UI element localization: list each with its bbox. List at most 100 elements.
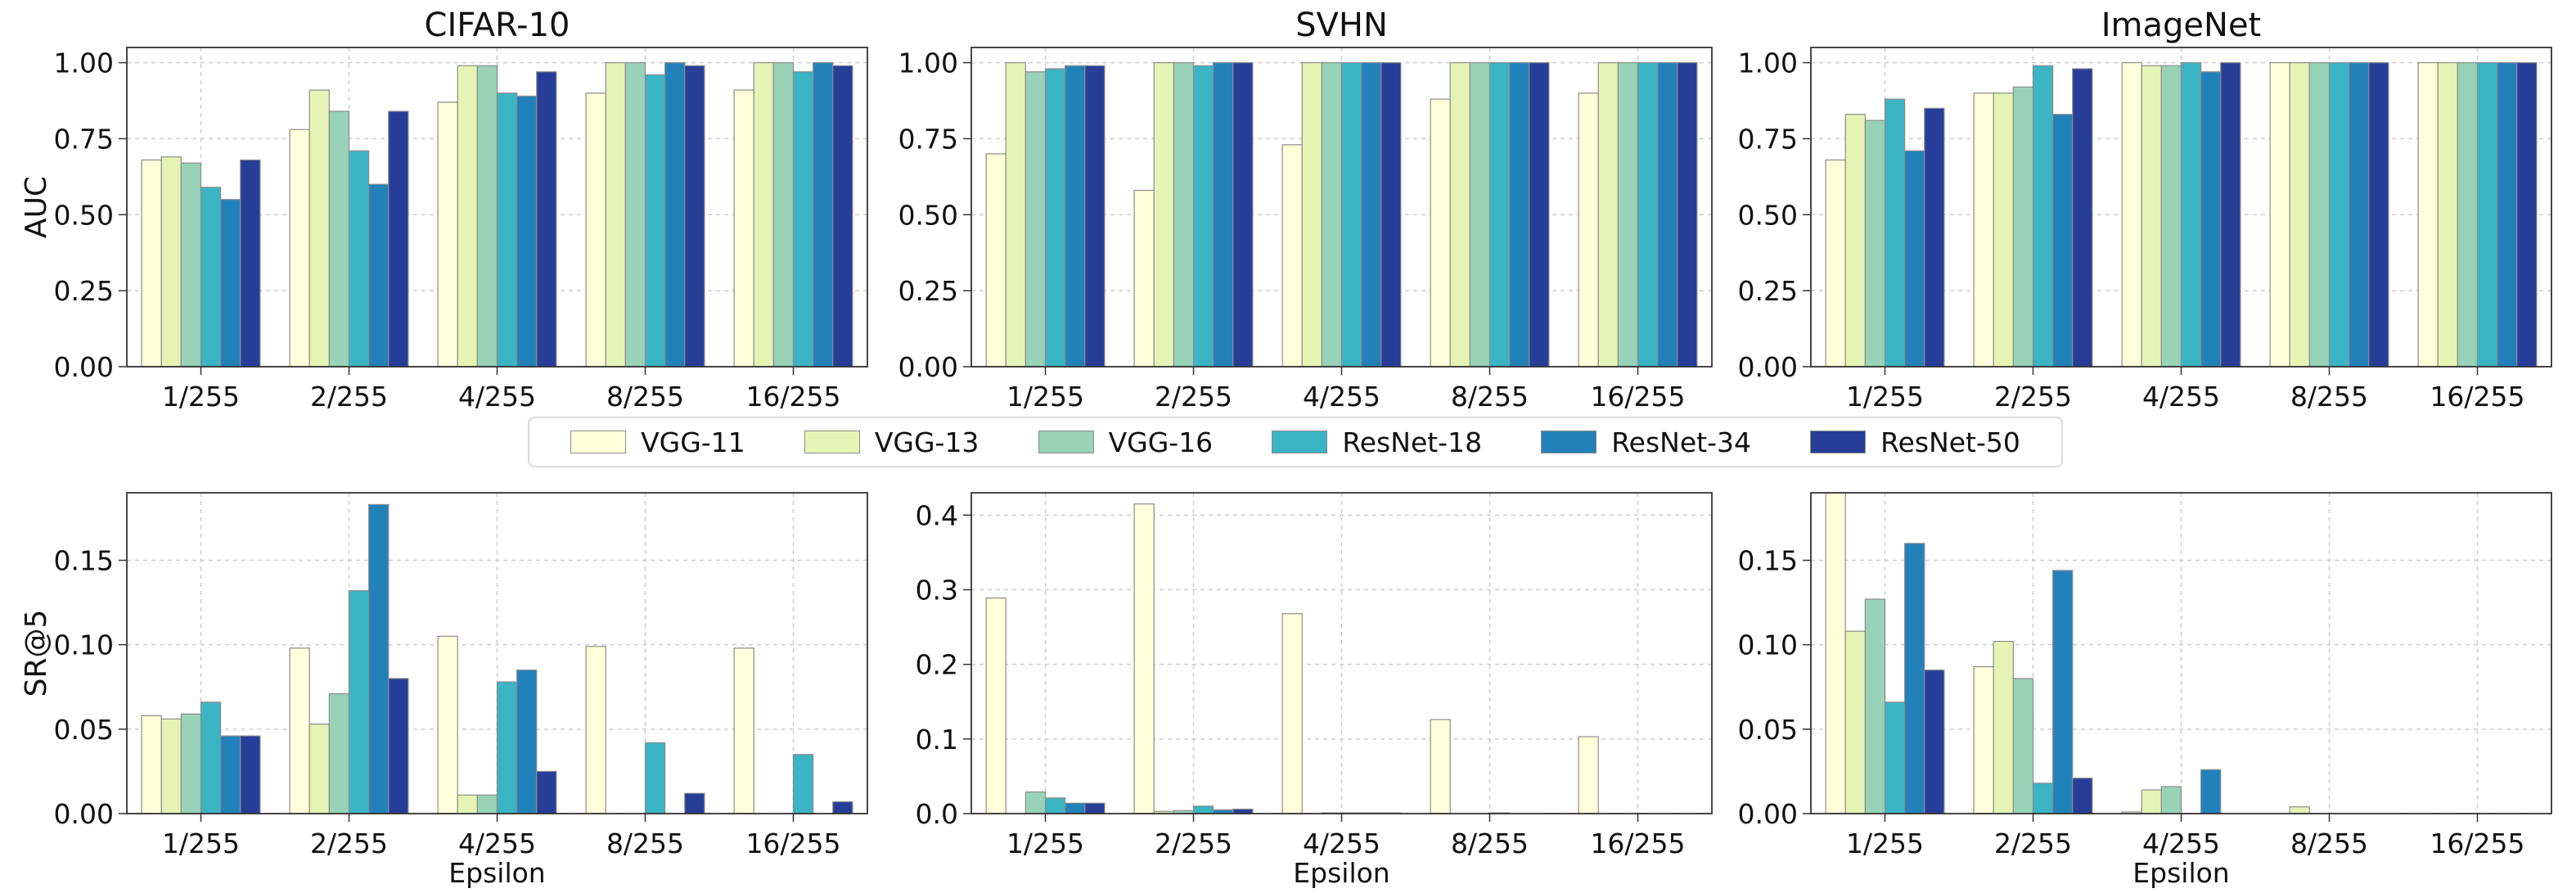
bar-vgg-13-2 <box>2141 65 2162 368</box>
bar-vgg-13-4 <box>1597 61 1619 368</box>
bar-vgg-16-4 <box>1617 61 1639 368</box>
bar-vgg-11-0 <box>1825 159 1846 368</box>
bar-resnet-50-0 <box>240 159 261 368</box>
bar-resnet-34-0 <box>1065 65 1086 368</box>
bar-resnet-50-2 <box>536 71 557 368</box>
y-tick-label: 0.2 <box>916 649 958 681</box>
legend-swatch <box>1038 431 1094 453</box>
bar-vgg-16-1 <box>328 692 350 814</box>
bar-vgg-13-2 <box>1301 61 1322 368</box>
legend-item: ResNet-34 <box>1541 426 1751 458</box>
x-tick-label: 16/255 <box>1590 381 1685 413</box>
bar-resnet-34-4 <box>813 61 834 368</box>
bar-resnet-50-3 <box>684 65 705 368</box>
bar-vgg-13-3 <box>1449 61 1470 368</box>
y-tick-label: 1.00 <box>1738 47 1798 79</box>
y-tick-label: 0.4 <box>916 499 958 531</box>
x-tick-label: 1/255 <box>162 828 240 859</box>
bar-vgg-13-3 <box>2289 61 2310 368</box>
bar-resnet-18-4 <box>1637 61 1659 368</box>
bar-vgg-11-1 <box>289 129 310 368</box>
plot-frame <box>971 492 1713 814</box>
bar-vgg-11-3 <box>1430 719 1451 814</box>
bar-resnet-34-2 <box>2200 769 2222 814</box>
legend-label: VGG-13 <box>874 426 980 458</box>
bar-resnet-50-0 <box>240 735 261 814</box>
bar-resnet-18-3 <box>1488 61 1511 368</box>
bar-resnet-18-4 <box>2476 61 2498 368</box>
y-axis-label: SR@5 <box>20 610 53 697</box>
x-axis-label: Epsilon <box>448 857 545 889</box>
x-tick-label: 16/255 <box>2430 828 2524 859</box>
x-tick-label: 2/255 <box>310 828 388 859</box>
y-tick-label: 0.25 <box>898 275 958 307</box>
panel-auc-cifar10: 0.00 0.25 0.50 0.75 1.00 1/255 2/255 4/255 8/255… <box>20 7 868 413</box>
bar-vgg-16-0 <box>1025 791 1047 814</box>
bar-resnet-34-1 <box>2052 114 2074 368</box>
y-tick-label: 0.15 <box>1738 545 1798 577</box>
x-tick-label: 4/255 <box>1303 828 1380 859</box>
x-tick-label: 8/255 <box>2290 381 2368 413</box>
bar-vgg-11-1 <box>1973 665 1994 814</box>
x-tick-label: 4/255 <box>458 381 536 413</box>
bar-resnet-34-3 <box>1509 61 1530 368</box>
y-tick-label: 0.0 <box>916 798 958 830</box>
bar-resnet-18-1 <box>1192 805 1214 814</box>
bar-vgg-13-1 <box>1153 61 1174 368</box>
bar-vgg-13-3 <box>2289 806 2310 814</box>
y-tick-label: 0.75 <box>1738 123 1798 155</box>
panel-sr5-cifar10: 0.00 0.05 0.10 0.15 1/255 2/255 4/255 8/255 16/2… <box>20 492 868 889</box>
x-tick-label: 8/255 <box>606 828 684 859</box>
bar-resnet-34-2 <box>2200 71 2222 368</box>
legend-item: ResNet-18 <box>1272 426 1482 458</box>
y-tick-label: 0.25 <box>54 275 114 307</box>
x-tick-label: 8/255 <box>2290 828 2368 859</box>
x-tick-label: 2/255 <box>310 381 388 413</box>
bar-resnet-18-3 <box>2328 61 2350 368</box>
bar-vgg-11-3 <box>1430 98 1451 368</box>
legend-item: VGG-11 <box>570 426 745 458</box>
y-tick-label: 0.00 <box>1738 798 1798 830</box>
bar-resnet-34-0 <box>1904 150 1925 368</box>
bar-resnet-50-1 <box>388 110 409 368</box>
bar-resnet-18-0 <box>1044 797 1066 814</box>
plot-frame <box>126 492 868 814</box>
bar-vgg-16-1 <box>2012 86 2034 368</box>
bar-resnet-50-4 <box>1677 61 1698 368</box>
y-tick-label: 0.50 <box>898 199 958 231</box>
bar-vgg-11-3 <box>2269 61 2290 368</box>
bar-vgg-13-1 <box>1993 640 2014 814</box>
bar-resnet-18-2 <box>2180 61 2202 368</box>
bar-resnet-50-1 <box>2072 778 2093 814</box>
legend-swatch <box>1810 431 1867 453</box>
plot-frame <box>1810 47 2552 368</box>
panel-title: SVHN <box>1295 7 1388 44</box>
bar-resnet-34-1 <box>368 183 390 368</box>
bar-resnet-50-0 <box>1924 670 1945 814</box>
bar-vgg-13-0 <box>160 156 182 368</box>
x-axis-label: Epsilon <box>1293 857 1389 889</box>
bar-vgg-13-4 <box>753 61 774 368</box>
bar-vgg-13-2 <box>457 794 478 814</box>
bar-vgg-16-3 <box>624 61 646 368</box>
bar-resnet-18-1 <box>1192 65 1214 368</box>
legend-label: VGG-11 <box>641 426 745 458</box>
bar-vgg-11-4 <box>1578 92 1599 368</box>
bar-resnet-50-4 <box>832 801 853 814</box>
bar-vgg-16-2 <box>476 65 498 368</box>
legend-label: ResNet-50 <box>1880 426 2020 458</box>
bar-vgg-16-0 <box>1025 71 1047 368</box>
bar-vgg-13-4 <box>2437 61 2458 368</box>
y-axis-label: AUC <box>20 176 53 238</box>
plot-frame <box>126 47 868 368</box>
bar-vgg-16-3 <box>1469 61 1491 368</box>
y-tick-label: 0.00 <box>54 798 114 830</box>
x-tick-label: 1/255 <box>162 381 240 413</box>
panel-sr5-imagenet: 0.00 0.05 0.10 0.15 1/255 2/255 4/255 8/255 16/2… <box>1738 492 2552 889</box>
bar-vgg-11-4 <box>733 647 754 814</box>
x-tick-label: 16/255 <box>1590 828 1685 859</box>
bar-vgg-11-4 <box>2417 61 2439 368</box>
bar-vgg-11-0 <box>985 597 1007 814</box>
bar-resnet-18-4 <box>792 754 814 814</box>
bar-resnet-18-2 <box>1340 61 1362 368</box>
